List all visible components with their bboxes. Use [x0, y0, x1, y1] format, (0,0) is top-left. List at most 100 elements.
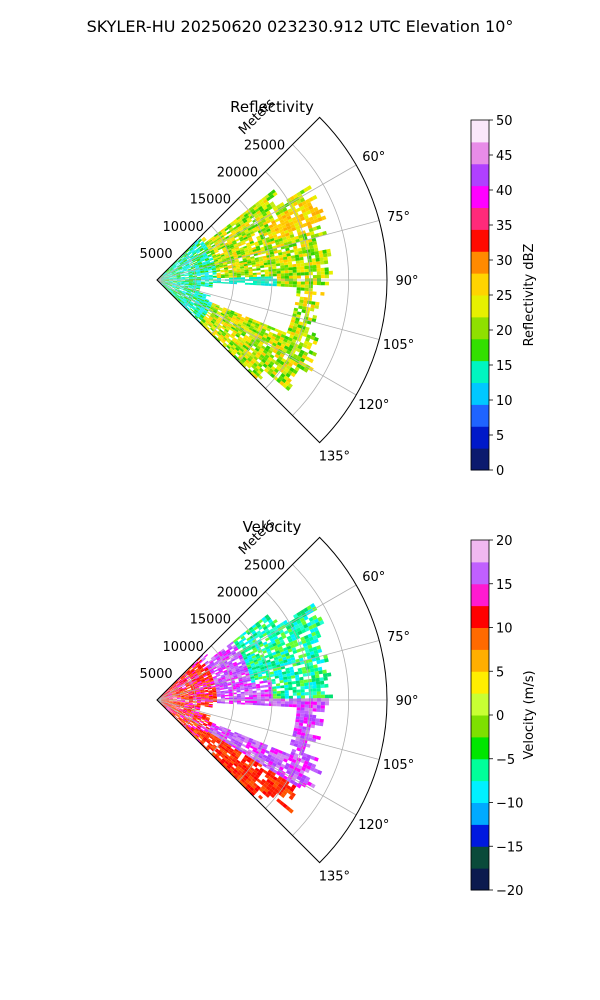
radar-gate — [196, 284, 201, 286]
radar-gate — [216, 701, 221, 704]
radar-gate — [208, 271, 213, 273]
radar-gate — [204, 695, 209, 697]
radar-gate — [299, 349, 305, 355]
radar-gate — [318, 250, 323, 255]
radar-gate — [188, 681, 193, 684]
radar-gate — [179, 270, 184, 273]
radar-gate — [290, 675, 296, 679]
radar-gate — [251, 260, 256, 263]
radar-gate — [164, 278, 169, 279]
radar-gate — [206, 714, 211, 717]
radar-gate — [190, 292, 195, 296]
radar-gate — [164, 694, 168, 697]
radar-gate — [273, 225, 279, 230]
radar-gate — [174, 296, 178, 300]
radar-gate — [234, 731, 239, 735]
radar-gate — [211, 266, 216, 269]
radar-gate — [174, 295, 178, 299]
radar-gate — [206, 262, 211, 265]
radar-gate — [188, 274, 193, 276]
radar-gate — [201, 717, 206, 720]
radar-gate — [252, 749, 257, 753]
radar-gate — [266, 327, 271, 332]
radar-gate — [307, 762, 313, 767]
radar-gate — [171, 272, 176, 274]
radar-gate — [183, 689, 188, 692]
radar-gate — [172, 696, 177, 698]
radar-gate — [255, 259, 260, 263]
radar-gate — [290, 331, 296, 336]
radar-gate — [299, 357, 306, 363]
radar-gate — [207, 245, 212, 249]
radar-gate — [288, 701, 293, 705]
radar-gate — [206, 724, 211, 728]
radar-gate — [209, 307, 214, 311]
radar-gate — [256, 630, 261, 635]
radar-gate — [232, 751, 237, 756]
radar-gate — [236, 736, 241, 740]
radar-gate — [243, 336, 248, 341]
radar-gate — [208, 695, 213, 698]
radar-gate — [312, 240, 318, 246]
radar-gate — [196, 697, 201, 699]
radar-gate — [164, 275, 168, 277]
radar-gate — [259, 214, 264, 219]
radar-gate — [308, 734, 314, 739]
radar-gate — [189, 295, 194, 298]
radar-gate — [275, 640, 281, 646]
radar-gate — [275, 365, 281, 371]
radar-gate — [180, 695, 185, 697]
radar-gate — [296, 783, 302, 789]
radar-gate — [272, 696, 277, 699]
radar-gate — [180, 695, 185, 697]
theta-tick-label: 75° — [387, 630, 410, 645]
radar-gate — [164, 703, 169, 705]
radar-gate — [289, 771, 295, 777]
radar-gate — [200, 270, 205, 273]
radar-gate — [301, 774, 307, 780]
radar-gate — [177, 298, 181, 302]
radar-gate — [176, 714, 180, 718]
radar-gate — [249, 697, 253, 699]
radar-gate — [200, 275, 205, 277]
radar-gate — [181, 719, 186, 723]
radar-gate — [252, 757, 257, 762]
radar-gate — [307, 342, 313, 347]
radar-gate — [264, 696, 269, 699]
radar-gate — [216, 274, 221, 276]
radar-gate — [259, 341, 264, 346]
radar-gate — [164, 283, 168, 286]
radar-gate — [299, 365, 305, 371]
radar-gate — [160, 276, 165, 279]
radar-gate — [184, 274, 189, 276]
radar-gate — [316, 694, 321, 699]
radar-gate — [196, 726, 201, 730]
radar-gate — [187, 288, 192, 291]
radar-gate — [205, 740, 210, 744]
radar-gate — [172, 701, 177, 703]
radar-gate — [163, 692, 167, 695]
radar-gate — [294, 222, 299, 227]
radar-gate — [172, 292, 176, 296]
radar-gate — [185, 263, 190, 266]
radar-gate — [301, 766, 307, 772]
radar-gate — [169, 709, 174, 713]
radar-gate — [178, 710, 183, 713]
radar-gate — [272, 206, 278, 211]
radar-gate — [212, 255, 217, 259]
radar-gate — [261, 227, 267, 232]
radar-gate — [245, 316, 250, 320]
radar-gate — [184, 285, 189, 287]
radar-gate — [197, 304, 202, 308]
radar-gate — [213, 309, 218, 313]
radar-gate — [278, 254, 283, 258]
r-tick-label: 5000 — [140, 667, 173, 682]
radar-gate — [287, 337, 293, 342]
radar-gate — [198, 665, 202, 669]
radar-gate — [167, 271, 171, 274]
radar-gate — [163, 285, 167, 288]
radar-gate — [320, 659, 325, 664]
radar-gate — [182, 687, 187, 690]
radar-gate — [219, 683, 224, 686]
radar-gate — [265, 750, 270, 754]
